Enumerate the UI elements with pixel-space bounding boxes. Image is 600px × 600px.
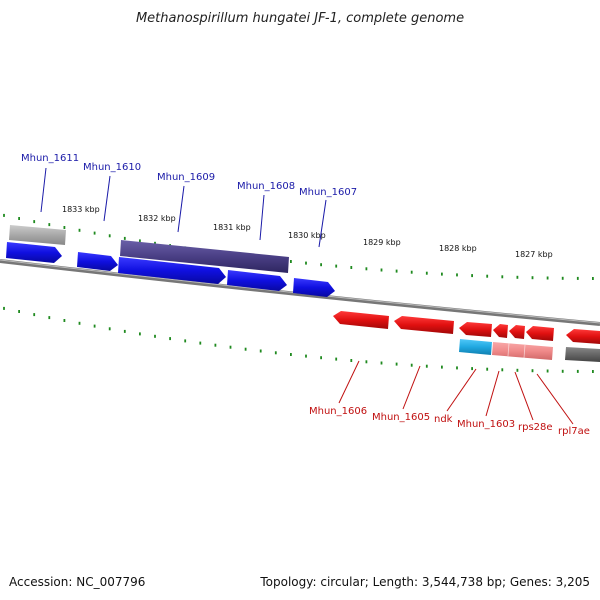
kbp-label: 1831 kbp [213,223,251,232]
gene-arrow-mhun-1610[interactable] [77,252,118,271]
gene-label[interactable]: Mhun_1608 [237,181,295,192]
forward-upper-track [9,225,289,273]
kbp-label: 1833 kbp [62,205,100,214]
gene-block-pink[interactable] [492,342,553,360]
gene-arrow-mhun-1605[interactable] [394,316,454,334]
forward-gene-labels: Mhun_1611 Mhun_1610 Mhun_1609 Mhun_1608 … [21,153,357,198]
gene-block-dark[interactable] [565,347,600,362]
reverse-lower-track [459,339,600,362]
forward-gene-track [6,242,335,297]
gene-label[interactable]: Mhun_1609 [157,172,215,183]
gene-arrow-mhun-1607[interactable] [293,278,335,297]
gene-label[interactable]: rps28e [518,422,553,433]
reverse-gene-labels: Mhun_1606 Mhun_1605 ndk Mhun_1603 rps28e… [309,406,590,437]
genome-backbone [0,259,600,326]
gene-arrow-mhun-1608[interactable] [227,270,287,291]
gene-block-cyan[interactable] [459,339,492,355]
gene-label[interactable]: Mhun_1606 [309,406,367,417]
lower-tick-row [3,306,594,373]
kbp-label: 1832 kbp [138,214,176,223]
kbp-label: 1828 kbp [439,244,477,253]
gene-arrow-next[interactable] [566,329,600,344]
gene-label[interactable]: rpl7ae [558,426,590,437]
kbp-label: 1830 kbp [288,231,326,240]
reverse-gene-track [333,311,600,344]
accession-text: Accession: NC_007796 [9,575,145,589]
gene-block-operon[interactable] [120,240,289,273]
gene-arrow-rps28e[interactable] [509,325,525,339]
map-title: Methanospirillum hungatei JF-1, complete… [136,11,464,26]
gene-arrow-mhun-1611[interactable] [6,242,62,263]
gene-arrow-mhun-1603[interactable] [493,324,508,338]
block-divider [523,344,526,359]
gene-arrow-ndk[interactable] [459,322,492,337]
gene-label[interactable]: Mhun_1605 [372,412,430,423]
kbp-label: 1827 kbp [515,250,553,259]
gene-arrow-mhun-1606[interactable] [333,311,389,329]
gene-label[interactable]: Mhun_1611 [21,153,79,164]
gene-label[interactable]: Mhun_1603 [457,419,515,430]
gene-arrow-mhun-1609[interactable] [118,257,226,284]
gene-label[interactable]: Mhun_1610 [83,162,141,173]
gene-block-gray[interactable] [9,225,66,245]
kbp-label: 1829 kbp [363,238,401,247]
forward-leader-lines [40,167,327,248]
gene-label[interactable]: Mhun_1607 [299,187,357,198]
reverse-leader-lines [338,360,574,425]
gene-label[interactable]: ndk [434,414,453,425]
kbp-scale-labels: 1833 kbp 1832 kbp 1831 kbp 1830 kbp 1829… [62,205,553,259]
gene-arrow-rpl7ae[interactable] [526,326,554,341]
block-divider [507,342,510,357]
topology-text: Topology: circular; Length: 3,544,738 bp… [259,575,590,589]
